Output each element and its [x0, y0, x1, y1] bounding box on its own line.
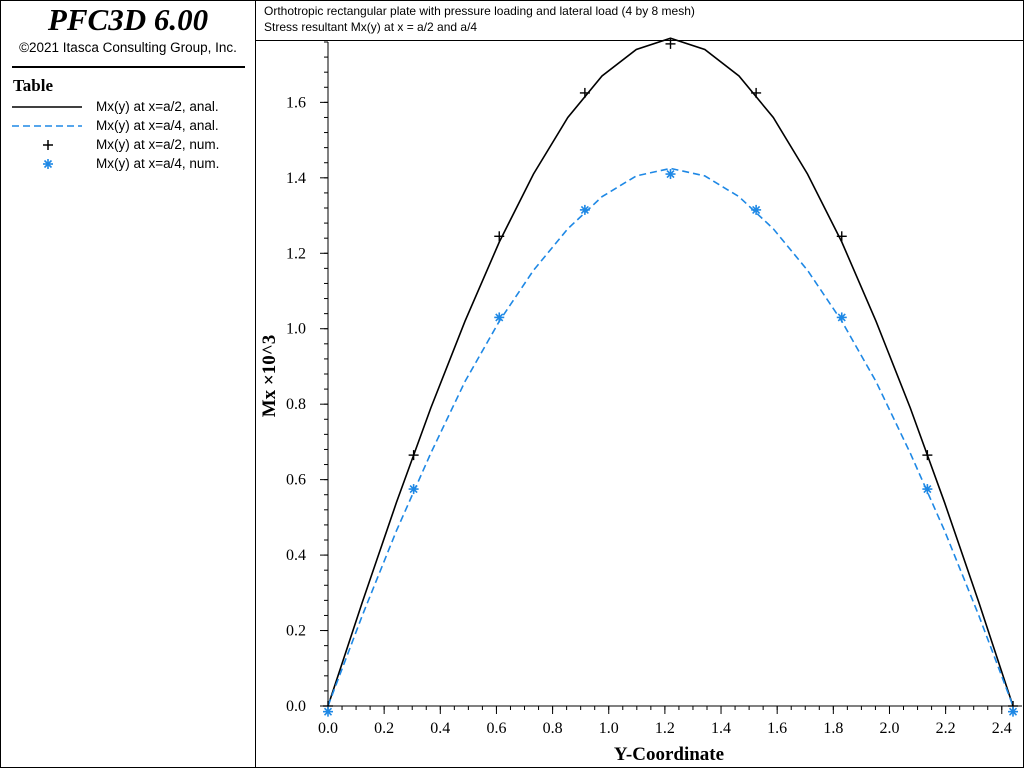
- star-marker: [1008, 706, 1018, 717]
- app-title: PFC3D 6.00: [47, 2, 209, 37]
- series-line-dashed: [327, 167, 1014, 707]
- x-tick-label: 1.4: [711, 720, 731, 737]
- x-tick-label: 1.0: [599, 720, 619, 737]
- plus-marker: [751, 87, 762, 98]
- marker-stroke: [666, 169, 675, 179]
- x-tick-label: 1.8: [823, 720, 843, 737]
- marker-stroke: [409, 485, 418, 494]
- star-marker: [836, 312, 847, 323]
- y-tick-label: 0.6: [286, 472, 306, 489]
- plot-header: Orthotropic rectangular plate with press…: [256, 0, 1023, 41]
- marker-stroke: [752, 205, 761, 214]
- x-axis-label: Y-Coordinate: [614, 744, 724, 765]
- chart-axes: 0.0 0.2 0.4 0.6 0.8 1.0 1.2 1.4 1.6 0.0 0.2 0.4 0.6 0…: [286, 41, 1022, 737]
- x-tick-label: 0.0: [318, 720, 338, 737]
- legend-label: Mx(y) at x=a/4, num.: [96, 156, 220, 171]
- series-line-solid: [327, 37, 1014, 707]
- star-marker: [323, 706, 333, 717]
- divider: [12, 66, 245, 68]
- legend-label: Mx(y) at x=a/2, num.: [96, 137, 220, 152]
- legend-item-num-a4: Mx(y) at x=a/4, num.: [12, 155, 252, 173]
- star-marker: [922, 484, 933, 495]
- x-tick-label: 0.6: [486, 720, 506, 737]
- copyright-text: ©2021 Itasca Consulting Group, Inc.: [19, 40, 237, 55]
- legend-item-num-a2: Mx(y) at x=a/2, num.: [12, 136, 252, 154]
- y-tick-label: 1.0: [286, 321, 306, 338]
- marker-stroke: [323, 707, 333, 716]
- dashed-line-icon: [12, 125, 82, 127]
- plus-marker: [408, 450, 419, 461]
- star-marker: [494, 312, 505, 323]
- y-tick-label: 1.6: [286, 94, 306, 111]
- star-marker: [579, 204, 590, 215]
- plus-marker-icon: [43, 140, 53, 150]
- marker-stroke: [923, 485, 932, 494]
- marker-stroke: [580, 205, 589, 214]
- legend-item-anal-a4: Mx(y) at x=a/4, anal.: [12, 117, 252, 135]
- y-tick-label: 0.4: [286, 547, 306, 564]
- x-tick-label: 2.0: [879, 720, 899, 737]
- x-tick-label: 0.8: [543, 720, 563, 737]
- legend-label: Mx(y) at x=a/2, anal.: [96, 99, 219, 114]
- plot-title-line2: Stress resultant Mx(y) at x = a/2 and a/…: [264, 20, 478, 34]
- y-tick-label: 0.8: [286, 396, 306, 413]
- y-axis-label: Mx ×10^3: [259, 335, 280, 418]
- legend-item-anal-a2: Mx(y) at x=a/2, anal.: [12, 98, 252, 116]
- plus-marker: [922, 450, 933, 461]
- y-tick-label: 1.2: [286, 245, 306, 262]
- x-tick-label: 2.2: [936, 720, 956, 737]
- x-tick-label: 0.2: [374, 720, 394, 737]
- plus-marker: [494, 231, 505, 242]
- star-marker: [751, 204, 762, 215]
- star-marker: [408, 484, 419, 495]
- star-marker-icon: [43, 159, 53, 169]
- marker-stroke: [837, 313, 846, 322]
- x-tick-label: 0.4: [430, 720, 450, 737]
- y-tick-label: 0.2: [286, 623, 306, 640]
- x-tick-label: 1.2: [655, 720, 675, 737]
- plus-marker: [579, 87, 590, 98]
- y-tick-label: 0.0: [286, 698, 306, 715]
- legend-title: Table: [13, 76, 54, 95]
- star-marker: [665, 169, 676, 180]
- marker-stroke: [495, 313, 504, 322]
- legend-label: Mx(y) at x=a/4, anal.: [96, 118, 219, 133]
- plus-marker: [836, 231, 847, 242]
- marker-stroke: [1008, 707, 1018, 716]
- y-tick-label: 1.4: [286, 170, 306, 187]
- plus-marker: [665, 38, 676, 49]
- x-tick-label: 2.4: [992, 720, 1012, 737]
- chart-series: [323, 37, 1018, 717]
- legend-panel: PFC3D 6.00 ©2021 Itasca Consulting Group…: [0, 0, 256, 768]
- x-tick-label: 1.6: [767, 720, 787, 737]
- plot-title-line1: Orthotropic rectangular plate with press…: [264, 4, 695, 18]
- solid-line-icon: [12, 106, 82, 108]
